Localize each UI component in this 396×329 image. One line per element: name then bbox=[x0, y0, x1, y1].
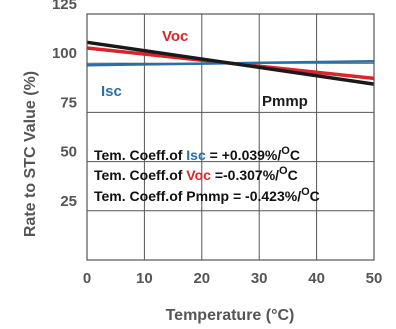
annotation-value: = +0.039%/ bbox=[206, 147, 282, 163]
x-tick-label: 20 bbox=[193, 270, 210, 287]
x-tick-label: 10 bbox=[136, 270, 153, 287]
annotation-prefix: Tem. Coeff.of bbox=[94, 147, 186, 163]
annotation-voc: Tem. Coeff.of Voc =-0.307%/OC bbox=[94, 165, 298, 183]
series-lines bbox=[86, 40, 375, 86]
annotation-isc: Tem. Coeff.of Isc = +0.039%/OC bbox=[94, 145, 300, 163]
y-tick-label: 125 bbox=[52, 0, 77, 13]
y-tick-label: 100 bbox=[52, 45, 77, 62]
annotation-prefix: Tem. Coeff.of bbox=[94, 167, 186, 183]
y-axis-title: Rate to STC Value (%) bbox=[22, 71, 39, 237]
y-tick-label: 50 bbox=[60, 144, 77, 161]
annotation-pmmp: Tem. Coeff.of Pmmp = -0.423%/OC bbox=[94, 186, 320, 204]
annotation-param: Isc bbox=[186, 147, 206, 163]
annotation-unit: C bbox=[288, 167, 298, 183]
x-tick-label: 30 bbox=[251, 270, 268, 287]
annotation-value: =-0.307%/ bbox=[211, 167, 279, 183]
x-tick-label: 0 bbox=[83, 270, 91, 287]
annotation-unit-sup: O bbox=[301, 186, 310, 198]
annotation-unit-sup: O bbox=[279, 165, 288, 177]
y-tick-label: 75 bbox=[60, 94, 77, 111]
annotation-param: Pmmp bbox=[186, 188, 229, 204]
annotation-unit-sup: O bbox=[281, 145, 290, 157]
annotation-unit: C bbox=[310, 188, 320, 204]
x-tick-label: 50 bbox=[366, 270, 383, 287]
series-label-voc: Voc bbox=[162, 28, 188, 45]
y-tick-labels: 25 50 75 100 125 bbox=[52, 0, 77, 210]
x-axis-title: Temperature (°C) bbox=[166, 307, 295, 324]
series-label-pmmp: Pmmp bbox=[262, 93, 308, 110]
series-label-isc: Isc bbox=[101, 83, 122, 100]
annotation-param: Voc bbox=[186, 167, 211, 183]
y-tick-label: 25 bbox=[60, 193, 77, 210]
annotation-unit: C bbox=[290, 147, 300, 163]
plot-frame bbox=[86, 13, 375, 261]
series-line-pmmp bbox=[86, 40, 375, 86]
x-tick-label: 40 bbox=[308, 270, 325, 287]
annotation-value: = -0.423%/ bbox=[229, 188, 301, 204]
annotation-prefix: Tem. Coeff.of bbox=[94, 188, 186, 204]
x-tick-labels: 0 10 20 30 40 50 bbox=[83, 270, 383, 287]
